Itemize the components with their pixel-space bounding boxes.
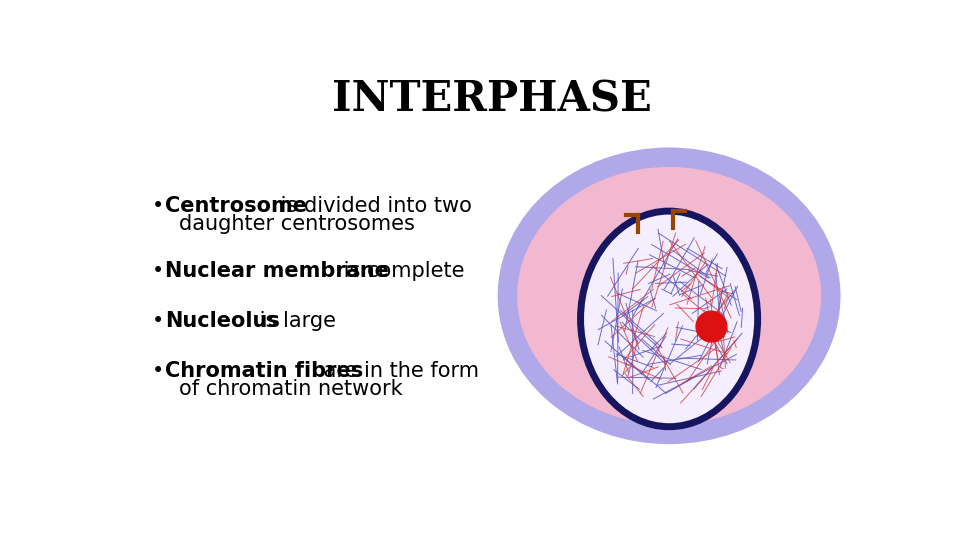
Text: Nuclear membrane: Nuclear membrane: [165, 261, 389, 281]
Text: is large: is large: [253, 311, 336, 331]
Text: •: •: [152, 195, 164, 215]
Text: •: •: [152, 361, 164, 381]
Text: of chromatin network: of chromatin network: [179, 379, 402, 399]
Text: Chromatin fibres: Chromatin fibres: [165, 361, 363, 381]
Text: is complete: is complete: [337, 261, 465, 281]
Text: Centrosome: Centrosome: [165, 195, 307, 215]
Text: is divided into two: is divided into two: [275, 195, 472, 215]
Text: Nucleolus: Nucleolus: [165, 311, 279, 331]
Text: •: •: [152, 261, 164, 281]
Text: daughter centrosomes: daughter centrosomes: [179, 214, 415, 234]
Circle shape: [696, 311, 727, 342]
Text: are in the form: are in the form: [318, 361, 479, 381]
Text: •: •: [152, 311, 164, 331]
Ellipse shape: [508, 157, 830, 434]
Text: INTERPHASE: INTERPHASE: [332, 78, 652, 120]
Ellipse shape: [581, 211, 757, 427]
